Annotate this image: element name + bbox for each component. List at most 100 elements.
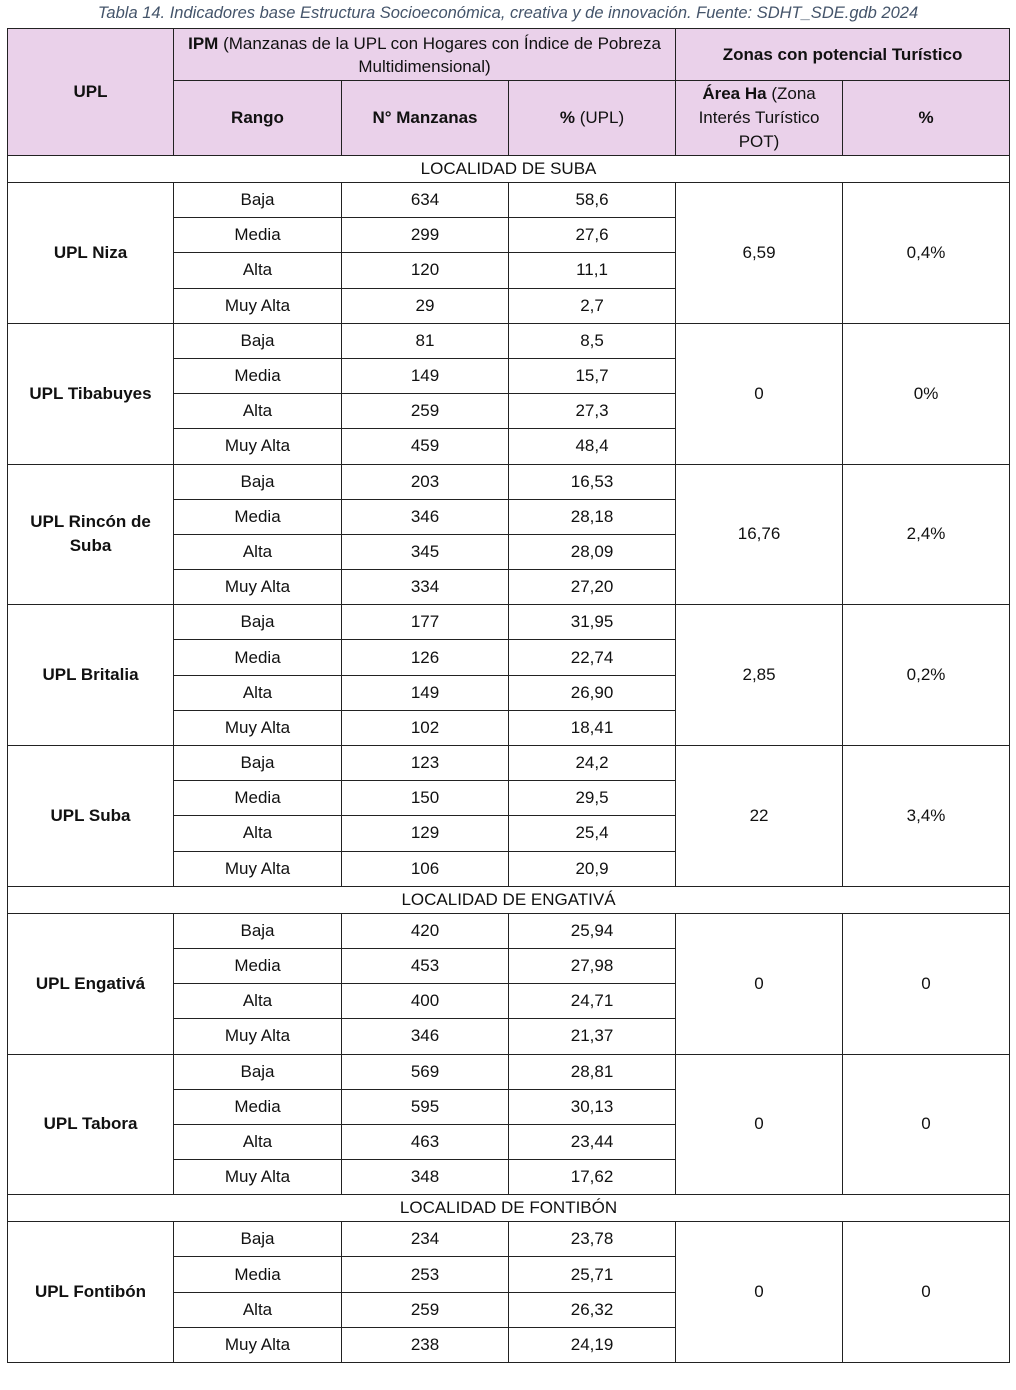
header-row: Rango N° Manzanas % (UPL) Área Ha (Zona … [8,80,1011,156]
data-row: UPL Engativá Baja 420 25,94 0 0 [7,912,1011,1055]
rango-cell: Muy Alta [173,709,342,747]
rango-cell: Media [173,1088,342,1125]
rango-cell: Alta [173,393,342,430]
pct-cell: 30,13 [507,1088,677,1125]
pct-cell: 48,4 [507,428,677,465]
area-cell: 0 [675,1053,844,1196]
data-row: Alta 345 28,09 [8,533,1010,571]
locality-row: LOCALIDAD DE SUBA [6,155,1011,183]
area-cell: 2,85 [675,604,844,746]
pct-cell: 17,62 [507,1159,677,1196]
pct-cell: 23,78 [507,1221,677,1258]
rango-cell: Baja [173,322,342,359]
table-body: UPL IPM (Manzanas de la UPL con Hogares … [6,28,1011,1364]
rango-cell: Alta [173,252,342,289]
pct-cell: 28,81 [507,1053,677,1090]
header-cell: IPM (Manzanas de la UPL con Hogares con … [172,28,677,81]
locality-row: LOCALIDAD DE ENGATIVÁ [6,885,1011,914]
header-text: Zonas con potencial Turístico [722,44,963,64]
manzanas-cell: 29 [341,287,509,324]
data-row: Media 149 15,7 [8,357,1010,395]
manzanas-cell: 348 [341,1159,509,1196]
manzanas-cell: 345 [341,533,509,571]
manzanas-cell: 459 [341,428,509,465]
manzanas-cell: 150 [341,780,509,817]
pct-zone-cell: 0,4% [842,182,1011,324]
header-text: Área Ha [702,84,767,103]
manzanas-cell: 123 [341,744,509,782]
header-text: IPM [188,33,219,53]
data-row: UPL Tibabuyes Baja 81 8,5 0 0% [7,322,1011,465]
pct-cell: 29,5 [507,780,677,817]
rango-cell: Baja [173,1221,342,1258]
pct-zone-cell: 0 [842,912,1011,1055]
header-cell: Área Ha (Zona Interés Turístico POT) [675,80,844,156]
data-row: Alta 120 11,1 [8,252,1010,289]
area-cell: 16,76 [675,463,844,606]
pct-cell: 8,5 [507,322,677,359]
pct-cell: 58,6 [507,181,677,219]
area-cell: 0 [675,1221,844,1363]
rango-cell: Alta [173,533,342,571]
manzanas-cell: 346 [341,1018,509,1055]
pct-cell: 27,20 [507,569,677,606]
pct-cell: 27,98 [507,947,677,985]
manzanas-cell: 149 [341,357,509,395]
rango-cell: Muy Alta [173,1326,342,1364]
rango-cell: Muy Alta [173,1159,342,1196]
rango-cell: Baja [173,463,342,500]
pct-zone-cell: 2,4% [842,463,1011,606]
data-row: Muy Alta 106 20,9 [8,850,1010,887]
manzanas-cell: 463 [341,1123,509,1161]
data-row: Media 346 28,18 [8,498,1010,535]
rango-cell: Media [173,217,342,254]
rango-cell: Alta [173,1123,342,1161]
manzanas-cell: 259 [341,1291,509,1328]
data-row: Media 150 29,5 [8,780,1010,817]
manzanas-cell: 120 [341,252,509,289]
upl-name: UPL Niza [7,182,174,324]
manzanas-cell: 420 [341,912,509,949]
data-row: Muy Alta 334 27,20 [8,569,1010,606]
pct-cell: 11,1 [507,252,677,289]
pct-cell: 26,32 [507,1291,677,1328]
manzanas-cell: 634 [341,181,509,219]
manzanas-cell: 149 [341,674,509,711]
data-row: UPL Rincón de Suba Baja 203 16,53 16,76 2,4% [7,463,1011,606]
upl-name: UPL Fontibón [7,1221,174,1363]
data-row: UPL Britalia Baja 177 31,95 2,85 0,2% [7,604,1011,746]
header-cell: Zonas con potencial Turístico [675,28,1011,81]
rango-cell: Muy Alta [173,428,342,465]
header-cell: % (UPL) [507,80,677,156]
manzanas-cell: 203 [341,463,509,500]
header-text: (Manzanas de la UPL con Hogares con Índi… [223,33,661,76]
header-text: % [918,108,934,127]
area-cell: 0 [675,322,844,465]
upl-name: UPL Tibabuyes [7,322,174,465]
pct-zone-cell: 0,2% [842,604,1011,746]
rango-cell: Alta [173,983,342,1020]
upl-name: UPL Tabora [7,1053,174,1196]
data-row: Media 453 27,98 [8,947,1010,985]
pct-cell: 15,7 [507,357,677,395]
rango-cell: Baja [173,744,342,782]
data-row: Muy Alta 102 18,41 [8,709,1010,747]
data-row: Alta 129 25,4 [8,815,1010,852]
rango-cell: Baja [173,912,342,949]
data-row: Alta 149 26,90 [8,674,1010,711]
pct-cell: 16,53 [507,463,677,500]
pct-zone-cell: 3,4% [842,745,1011,887]
rango-cell: Alta [173,674,342,711]
pct-cell: 25,94 [507,912,677,949]
header-cell: N° Manzanas [341,80,509,156]
pct-cell: 28,18 [507,498,677,535]
rango-cell: Alta [173,815,342,852]
rango-cell: Baja [173,604,342,641]
pct-cell: 18,41 [507,709,677,747]
rango-cell: Muy Alta [173,287,342,324]
locality-cell: LOCALIDAD DE ENGATIVÁ [6,885,1011,914]
manzanas-cell: 259 [341,393,509,430]
rango-cell: Alta [173,1291,342,1328]
rango-cell: Baja [173,181,342,219]
